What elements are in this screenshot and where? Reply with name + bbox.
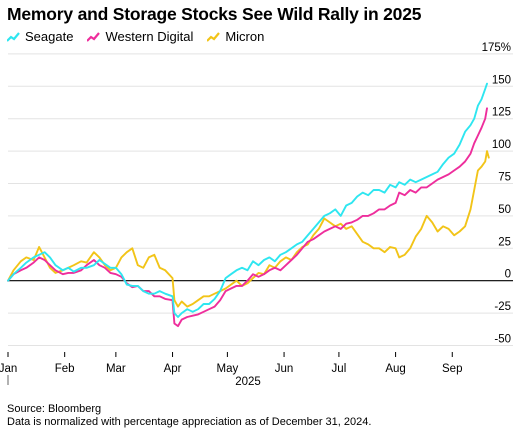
legend-swatch-seagate — [6, 30, 20, 43]
legend-swatch-micron — [206, 30, 221, 43]
source-note: Source: Bloomberg — [7, 403, 102, 415]
legend-item-seagate: Seagate — [6, 29, 74, 44]
series-line-western-digital — [7, 107, 488, 328]
legend-item-micron: Micron — [206, 29, 265, 44]
legend-label-seagate: Seagate — [25, 29, 74, 44]
x-tick-label: Mar — [106, 363, 126, 375]
y-tick-label: 150 — [492, 74, 511, 86]
legend-swatch-western-digital — [86, 30, 101, 43]
y-tick-label: 100 — [492, 139, 511, 151]
y-tick-label: 50 — [498, 204, 511, 216]
x-axis-label: 2025 — [235, 376, 261, 388]
x-tick-label: Apr — [164, 363, 182, 375]
x-tick-label: Feb — [55, 363, 75, 375]
y-tick-label: 75 — [498, 172, 511, 184]
series-line-micron — [7, 150, 490, 308]
y-tick-label: 25 — [498, 236, 511, 248]
x-tick-label: Jul — [332, 363, 347, 375]
y-tick-label: 0 — [505, 269, 511, 281]
series-line-seagate — [7, 82, 488, 318]
x-tick-label: Jun — [275, 363, 294, 375]
x-tick-label: Jan — [0, 363, 17, 375]
legend-item-western-digital: Western Digital — [86, 29, 194, 44]
legend-label-western-digital: Western Digital — [105, 29, 194, 44]
y-tick-label: 175% — [482, 42, 511, 54]
x-tick-label: May — [217, 363, 239, 375]
legend: Seagate Western Digital Micron — [6, 29, 265, 44]
footer: Source: Bloomberg Data is normalized wit… — [7, 403, 371, 429]
y-tick-label: -25 — [494, 301, 511, 313]
legend-label-micron: Micron — [225, 29, 265, 44]
x-tick-label: Aug — [385, 363, 405, 375]
chart-title: Memory and Storage Stocks See Wild Rally… — [7, 4, 422, 24]
y-tick-label: -50 — [494, 334, 511, 346]
y-tick-label: 125 — [492, 107, 511, 119]
x-tick-label: Sep — [442, 363, 462, 375]
normalization-note: Data is normalized with percentage appre… — [7, 416, 372, 428]
